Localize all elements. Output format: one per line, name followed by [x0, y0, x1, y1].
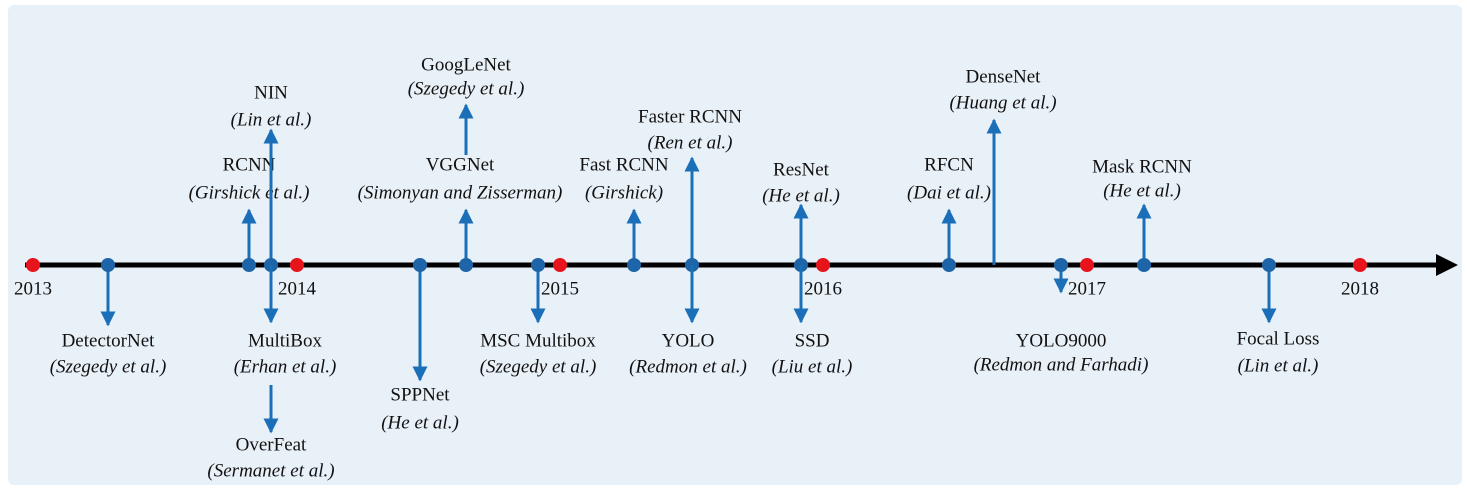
- event-dot: [413, 258, 427, 272]
- year-label: 2014: [278, 278, 317, 299]
- event-name: SPPNet: [390, 384, 450, 405]
- event-name: Mask RCNN: [1092, 156, 1192, 177]
- background: [8, 5, 1462, 485]
- event-authors: (Lin et al.): [1238, 355, 1319, 376]
- event-name: NIN: [254, 82, 288, 103]
- event-authors: (Lin et al.): [231, 109, 312, 130]
- axis-arrow: [1436, 254, 1458, 276]
- event-authors: (Szegedy et al.): [408, 78, 525, 99]
- event-name: OverFeat: [236, 434, 307, 455]
- event-dot: [242, 258, 256, 272]
- event-name: RFCN: [924, 154, 974, 175]
- event-dot: [459, 258, 473, 272]
- year-label: 2017: [1068, 278, 1106, 299]
- event-name: Faster RCNN: [638, 106, 742, 127]
- year-dot: [553, 258, 567, 272]
- event-name: YOLO: [662, 330, 715, 351]
- event-dot: [531, 258, 545, 272]
- event-authors: (Redmon and Farhadi): [974, 354, 1149, 375]
- year-label: 2016: [804, 278, 842, 299]
- event-authors: (Girshick et al.): [189, 182, 310, 203]
- event-authors: (Ren et al.): [648, 132, 733, 153]
- event-name: SSD: [795, 330, 830, 351]
- event-authors: (Dai et al.): [907, 182, 991, 203]
- event-authors: (He et al.): [381, 412, 459, 433]
- year-label: 2013: [14, 278, 52, 299]
- event-dot: [101, 258, 115, 272]
- event-authors: (Szegedy et al.): [480, 356, 597, 377]
- year-label: 2015: [541, 278, 579, 299]
- event-dot: [942, 258, 956, 272]
- event-dot: [1137, 258, 1151, 272]
- event-authors: (Liu et al.): [772, 356, 853, 377]
- event-dot: [627, 258, 641, 272]
- event-name: DetectorNet: [62, 330, 156, 351]
- event-name: MultiBox: [248, 330, 322, 351]
- event-authors: (Huang et al.): [949, 92, 1056, 113]
- event-name: VGGNet: [426, 154, 495, 175]
- year-dot: [1080, 258, 1094, 272]
- year-label: 2018: [1341, 278, 1379, 299]
- event-name: MSC Multibox: [480, 330, 596, 351]
- event-authors: (Girshick): [585, 182, 663, 203]
- event-authors: (Szegedy et al.): [50, 356, 167, 377]
- event-name: RCNN: [223, 154, 276, 175]
- event-name: YOLO9000: [1016, 330, 1107, 351]
- year-dot: [816, 258, 830, 272]
- event-authors: (He et al.): [762, 185, 840, 206]
- event-authors: (Redmon et al.): [629, 356, 747, 377]
- event-name: Focal Loss: [1237, 328, 1320, 349]
- event-dot: [1054, 258, 1068, 272]
- year-dot: [26, 258, 40, 272]
- event-authors: (Simonyan and Zisserman): [358, 182, 563, 203]
- event-authors: (Erhan et al.): [234, 356, 337, 377]
- event-authors: (He et al.): [1103, 180, 1181, 201]
- event-authors: (Sermanet et al.): [207, 460, 334, 481]
- event-name: GoogLeNet: [421, 54, 511, 75]
- event-name: DenseNet: [966, 66, 1042, 87]
- event-dot: [1262, 258, 1276, 272]
- event-name: ResNet: [773, 159, 830, 180]
- year-dot: [290, 258, 304, 272]
- event-name: Fast RCNN: [579, 154, 668, 175]
- year-dot: [1353, 258, 1367, 272]
